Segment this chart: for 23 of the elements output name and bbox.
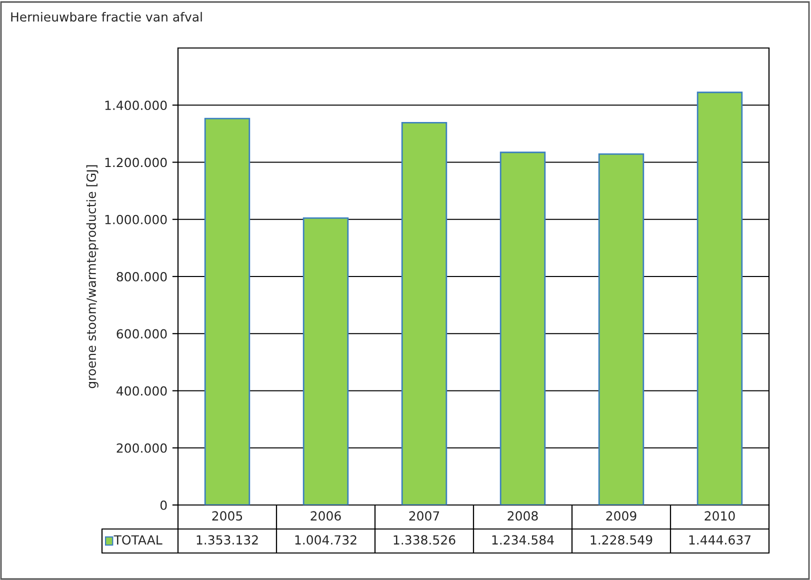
- y-tick-label: 200.000: [116, 443, 167, 453]
- x-tick-label: 2008: [508, 511, 538, 521]
- y-tick-label: 400.000: [116, 386, 167, 396]
- y-tick-label: 1.000.000: [105, 214, 167, 224]
- y-tick-label: 0: [160, 500, 167, 510]
- y-tick-label: 800.000: [116, 272, 167, 282]
- data-label: 1.228.549: [590, 535, 652, 545]
- x-tick-label: 2009: [606, 511, 636, 521]
- data-label: 1.004.732: [295, 535, 356, 545]
- data-label: 1.444.637: [689, 535, 750, 545]
- legend-label: TOTAAL: [114, 535, 162, 545]
- x-tick-label: 2006: [310, 511, 341, 521]
- chart-title: Hernieuwbare fractie van afval: [11, 12, 202, 22]
- data-label: 1.353.132: [196, 535, 258, 545]
- y-tick-label: 1.200.000: [105, 158, 167, 168]
- data-label: 1.234.584: [492, 535, 554, 545]
- x-tick-label: 2005: [212, 511, 242, 521]
- y-axis-title: groene stoom/warmteproductie [GJ]: [86, 165, 98, 388]
- x-tick-label: 2010: [704, 511, 735, 521]
- y-tick-label: 1.400.000: [105, 100, 167, 110]
- data-label: 1.338.526: [394, 535, 456, 545]
- y-tick-label: 600.000: [116, 329, 167, 339]
- x-tick-label: 2007: [409, 511, 440, 521]
